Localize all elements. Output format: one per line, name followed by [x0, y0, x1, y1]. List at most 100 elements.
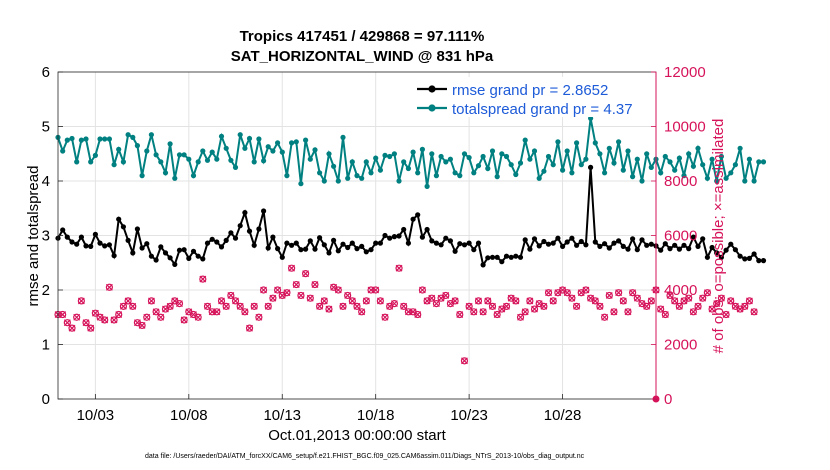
rmse-point [307, 238, 313, 244]
totalspread-point [200, 148, 206, 154]
obs-possible-marker [175, 300, 184, 308]
rmse-point [214, 239, 220, 245]
obs-assimilated-marker [241, 308, 249, 316]
rmse-point [326, 250, 332, 256]
rmse-point [667, 246, 673, 252]
totalspread-point [125, 132, 131, 138]
obs-possible-marker [255, 313, 263, 321]
obs-possible-marker [157, 313, 165, 321]
obs-assimilated-marker [568, 294, 576, 302]
totalspread-point [644, 151, 650, 157]
totalspread-point [405, 165, 411, 172]
totalspread-point [148, 132, 154, 138]
obs-possible-marker [493, 310, 501, 319]
totalspread-point [345, 175, 351, 181]
obs-assimilated-marker [152, 308, 160, 316]
totalspread-point [560, 167, 566, 173]
totalspread-point [681, 173, 687, 179]
obs-possible-point [694, 302, 702, 310]
obs-assimilated-marker [703, 289, 711, 297]
obs-assimilated-marker [176, 300, 183, 308]
obs-assimilated-marker [531, 305, 538, 313]
rmse-point [349, 240, 355, 246]
obs-possible-marker [91, 309, 99, 317]
totalspread-point [340, 134, 346, 140]
obs-possible-point [521, 308, 529, 316]
obs-assimilated-marker [320, 297, 328, 305]
obs-possible-marker [124, 297, 132, 305]
x-tick-label: 10/08 [170, 407, 208, 424]
rmse-point [588, 164, 594, 170]
obs-possible-marker [353, 302, 361, 310]
rmse-point [218, 244, 225, 250]
rmse-point [293, 240, 299, 246]
obs-possible-marker [549, 297, 557, 305]
obs-possible-marker [666, 291, 674, 300]
obs-possible-point [657, 305, 665, 313]
obs-possible-marker [442, 291, 450, 300]
obs-assimilated-marker [255, 313, 263, 321]
rmse-point [592, 239, 598, 245]
rmse-point [541, 238, 547, 245]
totalspread-point [275, 140, 281, 146]
obs-assimilated-marker [344, 292, 352, 299]
totalspread-point [592, 140, 598, 146]
totalspread-point [111, 162, 117, 168]
obs-assimilated-marker [647, 297, 655, 305]
obs-possible-point [82, 319, 90, 327]
obs-possible-marker [629, 289, 637, 297]
obs-possible-point [540, 302, 548, 310]
rmse-point [527, 246, 533, 252]
totalspread-point [639, 178, 645, 184]
rmse-point [345, 244, 351, 251]
obs-assimilated-marker [699, 294, 707, 302]
rmse-point [125, 237, 131, 243]
rmse-point [499, 259, 505, 265]
totalspread-point [284, 173, 290, 179]
y-tick-label: 1 [42, 337, 50, 354]
totalspread-point [190, 173, 197, 179]
legend-totalspread-label: totalspread grand pr = 4.37 [452, 101, 633, 118]
totalspread-point [134, 143, 140, 149]
totalspread-point [630, 174, 636, 180]
rmse-point [176, 247, 183, 253]
obs-possible-point [465, 302, 473, 310]
obs-possible-point [87, 324, 95, 332]
rmse-point [275, 246, 281, 252]
obs-assimilated-marker [549, 297, 557, 305]
rmse-point [265, 245, 271, 251]
obs-possible-marker [727, 297, 735, 305]
obs-assimilated-marker [68, 324, 76, 332]
rmse-point [508, 254, 514, 260]
obs-possible-marker [530, 305, 539, 313]
totalspread-point [218, 133, 225, 139]
obs-assimilated-marker [400, 302, 408, 310]
rmse-point [602, 241, 608, 247]
rmse-point [317, 235, 323, 241]
totalspread-point [700, 162, 706, 168]
rmse-point [648, 241, 654, 247]
totalspread-point [232, 164, 239, 170]
obs-possible-point [530, 305, 539, 313]
rmse-point [424, 226, 430, 233]
obs-assimilated-marker [199, 275, 207, 283]
rmse-point [148, 253, 154, 259]
totalspread-point [139, 173, 145, 179]
totalspread-point [410, 149, 416, 155]
rmse-point [111, 253, 117, 259]
obs-possible-point [708, 305, 716, 313]
obs-possible-point [59, 310, 67, 319]
rmse-point [536, 243, 542, 249]
rmse-point [130, 250, 136, 256]
obs-possible-point [255, 313, 263, 321]
obs-possible-marker [512, 297, 520, 305]
totalspread-point [279, 149, 285, 155]
totalspread-point [709, 156, 715, 162]
obs-possible-point [624, 308, 632, 316]
totalspread-point [92, 152, 98, 158]
totalspread-point [78, 137, 84, 143]
rmse-point [64, 234, 70, 240]
obs-possible-marker [119, 302, 128, 310]
x-tick-label: 10/23 [450, 407, 488, 424]
totalspread-point [625, 148, 631, 154]
